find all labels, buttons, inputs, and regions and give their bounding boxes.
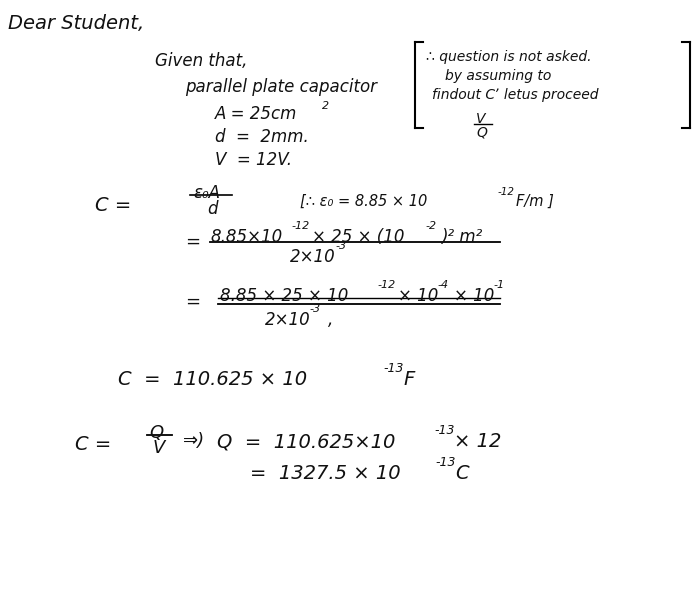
Text: C =: C = (95, 196, 132, 215)
Text: =  1327.5 × 10: = 1327.5 × 10 (250, 464, 400, 483)
Text: C: C (455, 464, 468, 483)
Text: V  = 12V.: V = 12V. (215, 151, 292, 169)
Text: -1: -1 (494, 280, 505, 290)
Text: Q: Q (476, 126, 487, 140)
Text: =: = (185, 233, 200, 251)
Text: V: V (153, 439, 165, 457)
Text: -2: -2 (426, 221, 437, 231)
Text: 2: 2 (322, 101, 329, 111)
Text: V: V (476, 112, 486, 126)
Text: parallel plate capacitor: parallel plate capacitor (185, 78, 377, 96)
Text: -13: -13 (435, 456, 456, 469)
Text: 2×10: 2×10 (265, 311, 311, 329)
Text: F: F (403, 370, 414, 389)
Text: d: d (207, 200, 218, 218)
Text: ,: , (328, 311, 333, 329)
Text: C =: C = (75, 435, 111, 454)
Text: -13: -13 (383, 362, 403, 375)
Text: findout Cʼ letus proceed: findout Cʼ letus proceed (432, 88, 598, 102)
Text: 2×10: 2×10 (290, 248, 336, 266)
Text: Given that,: Given that, (155, 52, 247, 70)
Text: × 10: × 10 (454, 287, 494, 305)
Text: ∴ question is not asked.: ∴ question is not asked. (426, 50, 592, 64)
Text: F/m ]: F/m ] (516, 194, 554, 209)
Text: A = 25cm: A = 25cm (215, 105, 298, 123)
Text: 8.85×10: 8.85×10 (210, 228, 282, 246)
Text: -3: -3 (310, 304, 321, 314)
Text: -13: -13 (434, 424, 454, 437)
Text: 8.85 × 25 × 10: 8.85 × 25 × 10 (220, 287, 349, 305)
Text: [∴ ε₀ = 8.85 × 10: [∴ ε₀ = 8.85 × 10 (300, 194, 427, 209)
Text: =: = (185, 293, 200, 311)
Text: × 10: × 10 (398, 287, 438, 305)
Text: Q  =  110.625×10: Q = 110.625×10 (217, 432, 396, 451)
Text: × 25 × (10: × 25 × (10 (312, 228, 405, 246)
Text: -4: -4 (437, 280, 448, 290)
Text: ⇒): ⇒) (183, 432, 205, 450)
Text: -12: -12 (498, 187, 515, 197)
Text: -3: -3 (336, 241, 347, 251)
Text: -12: -12 (292, 221, 310, 231)
Text: Dear Student,: Dear Student, (8, 14, 144, 33)
Text: by assuming to: by assuming to (445, 69, 552, 83)
Text: -12: -12 (378, 280, 396, 290)
Text: C  =  110.625 × 10: C = 110.625 × 10 (118, 370, 307, 389)
Text: ε₀A: ε₀A (193, 184, 220, 202)
Text: d  =  2mm.: d = 2mm. (215, 128, 309, 146)
Text: Q: Q (149, 424, 163, 442)
Text: )² m²: )² m² (441, 228, 482, 246)
Text: × 12: × 12 (454, 432, 501, 451)
